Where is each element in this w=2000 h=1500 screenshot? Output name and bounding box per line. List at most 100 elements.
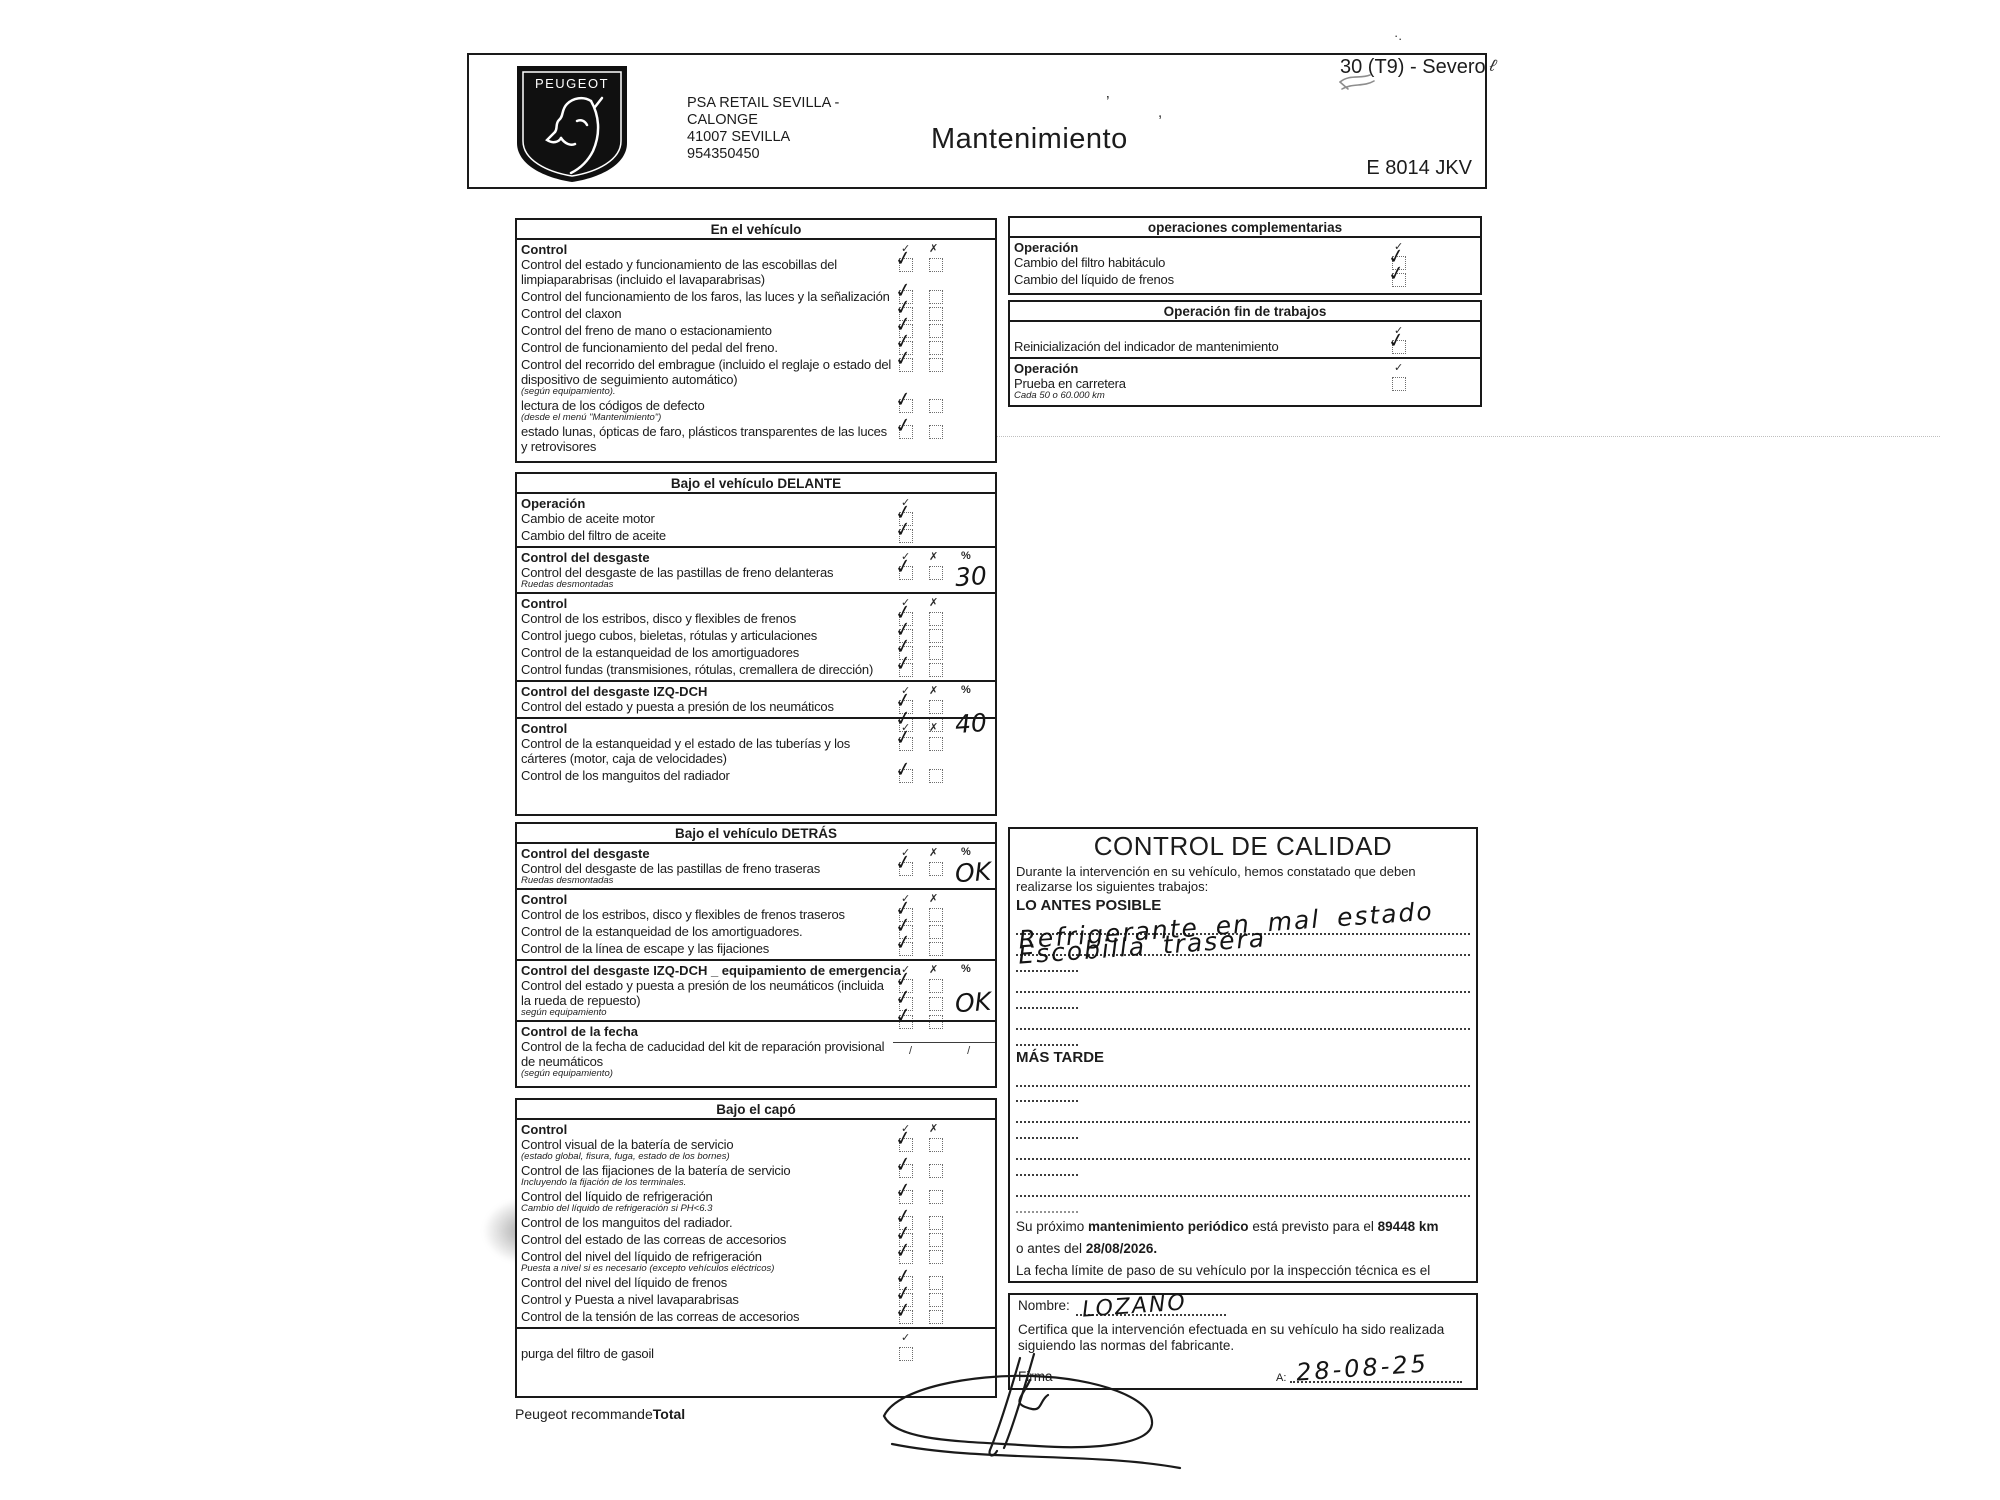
checkbox-column: ✓ xyxy=(893,388,943,417)
group-label: Control del desgaste xyxy=(521,846,650,861)
group-header: Operación ✓ xyxy=(1014,239,1480,255)
checkbox-checked: ✓ xyxy=(1386,329,1407,354)
checkbox-checked: ✓ xyxy=(893,1222,914,1247)
checkbox-row: ✓ xyxy=(893,968,943,993)
check-column-header: ✓ xyxy=(1394,362,1404,374)
cross-column-header: ✗ xyxy=(929,243,939,255)
checkbox-row: ✓ xyxy=(893,1153,943,1178)
checkbox-column: ✓ xyxy=(893,296,943,325)
check-mark: ✓ xyxy=(893,387,914,413)
row-text: Control visual de la batería de servicio xyxy=(521,1137,734,1152)
row-text: Cambio de aceite motor xyxy=(521,511,655,526)
checkbox-column: ✓ xyxy=(893,618,943,647)
row-text-wrap: Control del desgaste de las pastillas de… xyxy=(521,565,893,589)
checkbox-row: ✓ xyxy=(893,897,943,922)
checkbox-row: ✓ xyxy=(893,330,943,355)
group-label: Control de la fecha xyxy=(521,1024,639,1039)
check-column-header: ✓ xyxy=(901,847,911,859)
name-label: Nombre: xyxy=(1018,1298,1070,1313)
checkbox-row: ✓ xyxy=(1386,262,1407,287)
row-text: Control del claxon xyxy=(521,306,622,321)
checklist-row: Control de funcionamiento del pedal del … xyxy=(521,330,995,355)
checkbox-checked: ✓ xyxy=(893,313,914,338)
checklist-row: Cambio del filtro habitáculo ✓ xyxy=(1014,245,1480,270)
row-text-wrap: Control y Puesta a nivel lavaparabrisas xyxy=(521,1292,893,1307)
checkbox-empty xyxy=(929,737,943,751)
checklist-row: Control de los manguitos del radiador ✓ xyxy=(521,758,995,783)
row-text-wrap: Control de los estribos, disco y flexibl… xyxy=(521,907,893,922)
check-mark: ✓ xyxy=(893,1238,914,1264)
checkbox-empty xyxy=(929,1015,943,1029)
row-text-wrap: Reinicialización del indicador de manten… xyxy=(1014,339,1386,354)
handwritten-name: LOZANO xyxy=(1081,1290,1188,1323)
row-text: Control del desgaste de las pastillas de… xyxy=(521,565,834,580)
checkbox-column: ✓ xyxy=(893,501,914,530)
row-text: Control del recorrido del embrague (incl… xyxy=(521,357,892,387)
checkbox-column: ✓ xyxy=(893,414,943,443)
group-label: Control xyxy=(521,596,568,611)
dealer-line: CALONGE xyxy=(687,112,758,128)
checkbox-empty xyxy=(929,979,943,993)
checkbox-column: ✓ xyxy=(893,313,943,342)
checkbox-row: ✓ xyxy=(893,914,943,939)
row-text-wrap: Control del líquido de refrigeración Camb… xyxy=(521,1189,893,1213)
checkbox-row: ✓ xyxy=(893,247,943,272)
checkbox-empty xyxy=(929,908,943,922)
row-text-wrap: Control de la estanqueidad de los amorti… xyxy=(521,645,893,660)
row-text-wrap: Control de los estribos, disco y flexibl… xyxy=(521,611,893,626)
checklist-row: Control de la tensión de las correas de … xyxy=(521,1299,995,1324)
row-text-wrap: Control del nivel del líquido de refrige… xyxy=(521,1249,893,1273)
dotted-line xyxy=(1016,1030,1078,1046)
checkbox-checked: ✓ xyxy=(893,414,914,439)
group-label: Control xyxy=(521,892,568,907)
check-mark: ✓ xyxy=(893,757,914,783)
checklist-row: Control del funcionamiento de los faros,… xyxy=(521,279,995,304)
row-note: Ruedas desmontadas xyxy=(521,579,614,590)
row-text: Control de la fecha de caducidad del kit… xyxy=(521,1039,885,1069)
row-text-wrap: Control de las fijaciones de la batería … xyxy=(521,1163,893,1187)
row-text-wrap: Control del recorrido del embrague (incl… xyxy=(521,357,893,396)
checklist-row: Control del estado y puesta a presión de… xyxy=(521,968,995,1029)
check-mark: ✓ xyxy=(893,413,914,439)
group-label: Control xyxy=(521,721,568,736)
checkbox-row: ✓ xyxy=(893,689,943,714)
later-label: MÁS TARDE xyxy=(1016,1048,1105,1066)
checkbox-empty xyxy=(929,1250,943,1264)
checklist-row: Control de la estanqueidad y el estado d… xyxy=(521,726,995,766)
row-text-wrap: Control del freno de mano o estacionamie… xyxy=(521,323,893,338)
checkbox-column: ✓ xyxy=(893,247,943,276)
check-mark: ✓ xyxy=(893,930,914,956)
cross-column-header: ✗ xyxy=(929,597,939,609)
check-mark: ✓ xyxy=(1386,261,1407,287)
checkbox-row: ✓ xyxy=(893,1179,943,1204)
checkbox-row: ✓ xyxy=(893,555,943,580)
dealer-line: 41007 SEVILLA xyxy=(687,129,791,145)
check-mark: ✓ xyxy=(893,554,914,580)
row-text-wrap: Cambio de aceite motor xyxy=(521,511,893,526)
checkbox-column xyxy=(1392,377,1406,395)
row-note: Incluyendo la fijación de los terminales… xyxy=(521,1177,687,1188)
checkbox-row xyxy=(899,1347,913,1361)
checkbox-checked: ✓ xyxy=(893,758,914,783)
percent-column-header: % xyxy=(961,684,971,696)
row-text: Control de funcionamiento del pedal del … xyxy=(521,340,778,355)
group-label: Control del desgaste IZQ-DCH _ equipamie… xyxy=(521,963,901,978)
checkbox-row: ✓ xyxy=(893,1205,943,1230)
cross-column-header: ✗ xyxy=(929,551,939,563)
checkbox-checked: ✓ xyxy=(893,897,914,922)
checkbox-empty xyxy=(929,341,943,355)
checkbox-checked: ✓ xyxy=(893,1299,914,1324)
section-title: En el vehículo xyxy=(517,220,995,240)
checkbox-row: ✓ xyxy=(893,1127,943,1152)
check-mark: ✓ xyxy=(893,1298,914,1324)
row-text: Control de las fijaciones de la batería … xyxy=(521,1163,791,1178)
row-text: Control del funcionamiento de los faros,… xyxy=(521,289,890,304)
handwritten-value: OK xyxy=(954,986,993,1019)
row-text: Control del nivel del líquido de refrige… xyxy=(521,1249,762,1264)
checklist-row: Reinicialización del indicador de manten… xyxy=(1014,329,1480,354)
checklist-group: ✓ Reinicialización del indicador de mante… xyxy=(1010,323,1480,357)
checkbox-checked: ✓ xyxy=(893,1153,914,1178)
checkbox-row: ✓ xyxy=(893,986,943,1011)
dotted-line xyxy=(1290,1381,1462,1383)
checklist-row: Prueba en carretera Cada 50 o 60.000 km xyxy=(1014,376,1480,400)
